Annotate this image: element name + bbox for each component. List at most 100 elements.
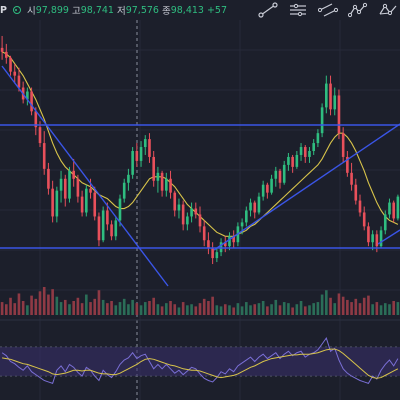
candle-body	[202, 226, 206, 241]
candle	[85, 184, 88, 217]
candle	[131, 147, 134, 179]
candle-body	[194, 208, 198, 215]
parallel-channel-tool[interactable]	[316, 0, 340, 20]
candle	[160, 170, 164, 197]
candle-body	[135, 151, 139, 161]
candle	[219, 238, 223, 257]
volume-bar	[211, 296, 214, 315]
candle-body	[5, 51, 8, 58]
volume-bar	[47, 294, 50, 315]
candle-body	[249, 202, 252, 211]
volume-bar	[207, 301, 210, 315]
candle	[9, 55, 12, 76]
candle	[312, 139, 315, 155]
candle-body	[17, 75, 21, 88]
volume-bar	[17, 293, 21, 315]
candle-body	[333, 95, 337, 110]
candle-body	[177, 204, 181, 211]
volume-bar	[228, 305, 231, 315]
trendline-tool[interactable]	[256, 0, 280, 20]
volume-bar	[325, 290, 328, 315]
candle	[253, 200, 257, 219]
candle-body	[392, 202, 395, 219]
volume-bar	[291, 307, 294, 315]
xabcd-pattern-tool[interactable]	[376, 0, 400, 20]
volume-bar	[249, 305, 252, 315]
volume-bar	[122, 298, 126, 315]
volume-bar	[135, 303, 139, 315]
candle-body	[337, 95, 341, 134]
candle-body	[34, 111, 38, 128]
volume-bar	[257, 303, 261, 315]
candle-body	[122, 182, 126, 199]
volume-bar	[13, 303, 17, 315]
candle-body	[38, 127, 42, 144]
candle	[63, 174, 67, 207]
low-label: 저	[116, 6, 126, 17]
candle-body	[228, 236, 231, 247]
candle-body	[291, 156, 294, 167]
horizontal-lines-tool[interactable]	[286, 0, 310, 20]
volume-bar	[152, 297, 155, 315]
candle-body	[316, 133, 320, 144]
volume-bar	[358, 303, 362, 315]
volume-bar	[261, 301, 265, 315]
volume-bar	[186, 305, 189, 315]
candle-body	[295, 154, 299, 167]
volume-bar	[223, 304, 227, 315]
candle	[375, 230, 379, 253]
symbol-label[interactable]: P	[0, 4, 7, 16]
candle	[165, 172, 168, 197]
candle-body	[143, 139, 147, 148]
candle	[337, 89, 341, 140]
drawing-toolbar	[250, 0, 400, 20]
candle	[346, 151, 349, 177]
candle-body	[219, 242, 223, 253]
pattern-tool[interactable]	[346, 0, 370, 20]
volume-bar	[240, 306, 244, 315]
candle	[169, 170, 172, 199]
volume-bar	[354, 298, 358, 315]
parallel-channel-icon	[318, 3, 338, 17]
volume-bar	[245, 302, 248, 315]
candle	[97, 212, 101, 247]
candle	[42, 131, 46, 175]
volume-bar	[388, 304, 391, 315]
candle	[320, 103, 324, 138]
candle	[13, 63, 17, 84]
candle-body	[173, 192, 177, 211]
volume-bar	[278, 305, 282, 315]
candle-body	[152, 156, 155, 181]
candle-body	[350, 172, 353, 185]
xabcd-pattern-icon	[379, 3, 397, 16]
rsi-signal-line	[2, 348, 399, 379]
channel-line	[377, 229, 400, 245]
candle-body	[186, 216, 189, 225]
volume-bar	[38, 291, 42, 315]
volume-bar	[346, 299, 349, 315]
volume-bar	[312, 303, 315, 315]
volume-bar	[76, 297, 80, 315]
candle-body	[139, 147, 143, 161]
volume-bar	[114, 305, 118, 315]
volume-bar	[63, 299, 67, 315]
candle	[287, 152, 290, 171]
horizontal-lines-icon	[290, 3, 306, 17]
candle	[354, 178, 358, 205]
candle	[122, 178, 126, 203]
price-chart[interactable]	[0, 20, 400, 400]
candle	[350, 162, 353, 191]
candle	[26, 87, 29, 106]
candle	[215, 248, 219, 263]
candle-body	[97, 216, 101, 241]
volume-bar	[337, 293, 341, 315]
open-value: 97,899	[35, 4, 69, 16]
candle-body	[190, 208, 193, 217]
volume-bar	[106, 303, 109, 315]
volume-bar	[287, 303, 290, 315]
candle-body	[396, 196, 400, 219]
candle	[186, 212, 189, 231]
candle	[232, 230, 235, 249]
candle-body	[270, 178, 273, 193]
candle-body	[156, 172, 160, 181]
